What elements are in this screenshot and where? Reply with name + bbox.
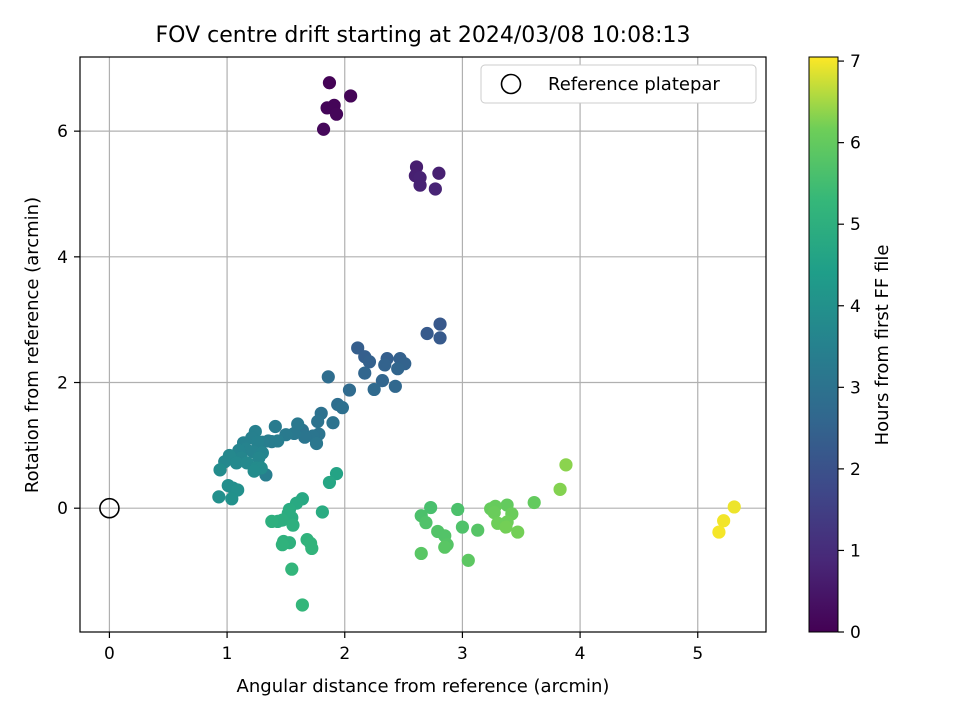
legend-entry-reference: Reference platepar: [548, 74, 720, 95]
data-point: [213, 463, 227, 477]
data-point: [285, 562, 299, 576]
colorbar-tick-label: 0: [850, 623, 861, 643]
data-point: [419, 516, 433, 530]
legend-box: [480, 64, 757, 104]
x-tick-label: 4: [575, 644, 586, 664]
y-axis-label: Rotation from reference (arcmin): [22, 197, 43, 493]
data-point: [455, 520, 470, 534]
data-point: [712, 525, 726, 539]
grid-lines: [80, 57, 766, 632]
colorbar: 0 1 2 3 4 5 6 7 Hours from first FF file: [808, 52, 893, 643]
reference-platepar-marker: [99, 497, 120, 519]
y-tick-label: 6: [57, 122, 68, 142]
colorbar-tick-label: 6: [850, 134, 861, 154]
data-point: [367, 382, 381, 397]
data-point: [717, 514, 731, 528]
colorbar-tick-label: 5: [850, 215, 861, 235]
data-point: [252, 451, 266, 465]
data-point: [358, 366, 372, 380]
data-point: [451, 502, 465, 517]
data-point: [298, 430, 312, 444]
data-point: [329, 467, 344, 481]
data-point: [322, 475, 337, 490]
y-axis-ticks: 0 2 4 6: [57, 122, 80, 519]
data-point: [344, 89, 358, 103]
data-point: [413, 178, 427, 192]
legend: Reference platepar: [480, 64, 757, 104]
data-point: [375, 374, 390, 388]
x-tick-label: 1: [222, 644, 233, 664]
data-point: [275, 538, 289, 552]
data-point: [309, 436, 324, 451]
y-tick-label: 2: [57, 374, 68, 394]
data-point: [433, 331, 447, 345]
data-point: [527, 495, 541, 510]
x-tick-label: 5: [692, 644, 703, 664]
data-point: [265, 514, 279, 528]
data-point: [424, 500, 438, 515]
data-point: [487, 506, 501, 520]
data-point: [727, 500, 741, 514]
data-point: [229, 456, 244, 470]
data-point: [391, 362, 405, 376]
x-tick-label: 2: [339, 644, 350, 664]
data-point: [414, 546, 428, 561]
data-point: [362, 355, 377, 369]
data-point: [420, 326, 434, 341]
data-point: [559, 458, 573, 472]
data-point: [433, 317, 447, 331]
data-point: [321, 370, 335, 384]
data-point: [432, 166, 446, 180]
data-point: [461, 553, 475, 567]
colorbar-tick-label: 3: [850, 378, 861, 398]
y-tick-label: 0: [57, 499, 68, 519]
data-point: [335, 401, 349, 415]
data-point: [305, 541, 319, 556]
data-point: [247, 464, 261, 478]
colorbar-tick-label: 7: [850, 52, 861, 72]
x-axis-label: Angular distance from reference (arcmin): [237, 676, 610, 697]
data-point: [388, 379, 402, 393]
data-point: [295, 598, 309, 612]
plot-frame: [79, 56, 767, 633]
data-point: [311, 414, 325, 429]
data-point: [315, 505, 329, 519]
data-point: [428, 182, 442, 196]
data-point: [553, 482, 567, 496]
x-tick-label: 3: [457, 644, 468, 664]
colorbar-tick-label: 4: [850, 297, 861, 317]
scatter-points: [212, 76, 741, 612]
data-point: [511, 525, 525, 539]
colorbar-ticks: 0 1 2 3 4 5 6 7: [838, 52, 861, 643]
data-point: [471, 523, 485, 537]
legend-reference-marker: [500, 73, 522, 95]
data-point: [225, 492, 239, 506]
data-point: [322, 76, 337, 90]
data-point: [212, 490, 226, 504]
colorbar-gradient: [808, 56, 839, 633]
data-point: [316, 122, 331, 136]
x-tick-label: 0: [104, 644, 115, 664]
data-point: [326, 416, 340, 430]
x-axis-ticks: 0 1 2 3 4 5: [104, 632, 703, 664]
data-point: [271, 434, 285, 448]
data-point: [329, 107, 344, 121]
data-point: [342, 383, 357, 397]
colorbar-tick-label: 2: [850, 460, 861, 480]
data-point: [268, 419, 282, 434]
y-tick-label: 4: [57, 248, 68, 268]
data-point: [378, 358, 392, 372]
data-point: [499, 520, 513, 534]
data-point: [351, 341, 365, 355]
chart-title: FOV centre drift starting at 2024/03/08 …: [156, 23, 691, 48]
colorbar-tick-label: 1: [850, 541, 861, 561]
data-point: [286, 518, 300, 532]
colorbar-label: Hours from first FF file: [872, 245, 893, 446]
data-point: [438, 540, 452, 554]
